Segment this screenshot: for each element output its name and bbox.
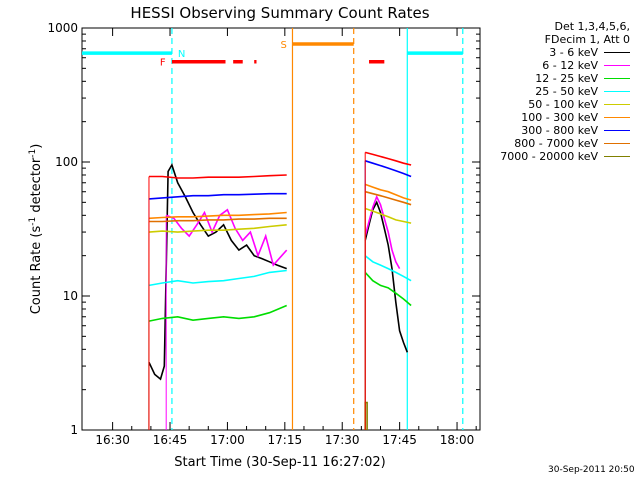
x-tick-label-0: 16:30	[95, 433, 130, 447]
series-line-2-0	[148, 304, 288, 322]
y-axis-label-mid: detector	[29, 157, 44, 217]
x-tick-label-4: 17:30	[325, 433, 360, 447]
y-axis-label-end: )	[29, 144, 44, 149]
legend-label: 800 - 7000 keV	[514, 137, 598, 150]
legend-rows: 3 - 6 keV 6 - 12 keV 12 - 25 keV 25 - 50 ke…	[478, 46, 630, 163]
series-line-9-0	[149, 174, 287, 179]
legend-row: 50 - 100 keV	[478, 98, 630, 111]
legend-label: 300 - 800 keV	[521, 124, 598, 137]
series-line-6-0	[148, 192, 287, 200]
flag-label-N: N	[178, 49, 185, 60]
legend-label: 12 - 25 keV	[535, 72, 598, 85]
series-line-0-0	[148, 163, 287, 381]
plot-frame	[81, 27, 481, 431]
series-line-7-0	[149, 217, 287, 223]
legend-swatch	[604, 78, 630, 79]
legend-swatch	[604, 143, 630, 144]
series-line-5-1	[364, 183, 412, 201]
legend-swatch	[604, 130, 630, 131]
legend-label: 6 - 12 keV	[542, 59, 598, 72]
chart-legend: Det 1,3,4,5,6, FDecim 1, Att 0 3 - 6 keV…	[478, 20, 630, 163]
series-line-5-0	[148, 211, 287, 220]
legend-header-2: FDecim 1, Att 0	[544, 33, 630, 46]
legend-row: 300 - 800 keV	[478, 124, 630, 137]
y-axis-label: Count Rate (s-1 detector-1)	[28, 144, 44, 315]
y-axis-label-sup2: -1	[28, 149, 38, 158]
series-line-9-1	[364, 151, 412, 166]
series-line-3-0	[148, 269, 287, 287]
series-line-3-1	[364, 255, 412, 282]
x-axis-label: Start Time (30-Sep-11 16:27:02)	[174, 455, 385, 470]
legend-swatch	[604, 52, 630, 53]
footer-timestamp: 30-Sep-2011 20:50	[548, 465, 635, 475]
legend-row: 6 - 12 keV	[478, 59, 630, 72]
legend-row: 7000 - 20000 keV	[478, 150, 630, 163]
series-line-4-1	[364, 207, 412, 224]
legend-swatch	[604, 104, 630, 105]
legend-row: 800 - 7000 keV	[478, 137, 630, 150]
y-tick-label-1: 10	[63, 289, 78, 303]
legend-label: 3 - 6 keV	[549, 46, 598, 59]
legend-row: 25 - 50 keV	[478, 85, 630, 98]
legend-header-1: Det 1,3,4,5,6,	[554, 20, 630, 33]
legend-label: 25 - 50 keV	[535, 85, 598, 98]
y-tick-label-3: 1000	[47, 21, 78, 35]
chart-title: HESSI Observing Summary Count Rates	[130, 4, 429, 22]
legend-label: 50 - 100 keV	[528, 98, 598, 111]
series-line-4-0	[148, 224, 287, 233]
x-tick-label-5: 17:45	[382, 433, 417, 447]
y-tick-label-2: 100	[55, 155, 78, 169]
legend-row: 3 - 6 keV	[478, 46, 630, 59]
x-tick-label-3: 17:15	[268, 433, 303, 447]
chart-marks: N F S	[82, 28, 464, 430]
x-tick-label-2: 17:00	[210, 433, 245, 447]
legend-swatch	[604, 91, 630, 92]
y-tick-label-0: 1	[70, 423, 78, 437]
axis-ticks: 16:30 16:45 17:00 17:15 17:30 17:45 18:00 1 10 10…	[47, 21, 480, 447]
flag-label-F: F	[160, 58, 166, 69]
x-tick-label-1: 16:45	[153, 433, 188, 447]
legend-row: 100 - 300 keV	[478, 111, 630, 124]
y-axis-label-sup1: -1	[28, 217, 38, 226]
legend-swatch	[604, 156, 630, 157]
legend-swatch	[604, 117, 630, 118]
series-line-7-1	[364, 190, 412, 206]
x-tick-label-6: 18:00	[440, 433, 475, 447]
series-line-2-1	[364, 271, 412, 307]
legend-label: 100 - 300 keV	[521, 111, 598, 124]
legend-label: 7000 - 20000 keV	[500, 150, 598, 163]
flag-label-S: S	[280, 40, 286, 51]
series-line-1-1	[364, 194, 401, 269]
legend-swatch	[604, 65, 630, 66]
y-axis-label-main: Count Rate (s	[29, 226, 44, 315]
series-line-6-1	[364, 160, 412, 178]
legend-row: 12 - 25 keV	[478, 72, 630, 85]
